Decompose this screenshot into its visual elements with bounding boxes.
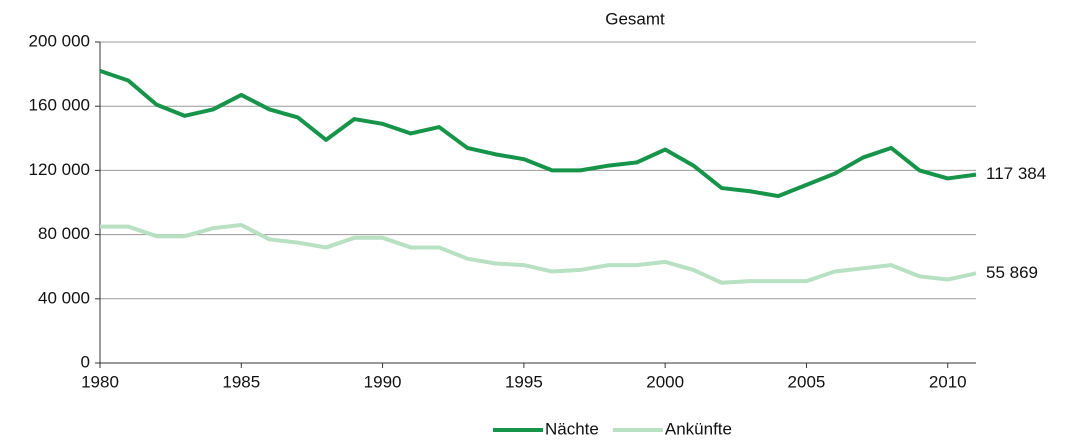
x-tick-label: 1985 — [222, 372, 260, 391]
y-tick-label: 0 — [81, 352, 90, 371]
x-tick-label: 1995 — [505, 372, 543, 391]
value-label: 55 869 — [986, 263, 1038, 282]
y-tick-label: 200 000 — [29, 31, 90, 50]
y-tick-label: 160 000 — [29, 96, 90, 115]
y-tick-label: 80 000 — [38, 224, 90, 243]
y-tick-label: 40 000 — [38, 288, 90, 307]
legend-label: Ankünfte — [665, 419, 732, 438]
y-tick-label: 120 000 — [29, 160, 90, 179]
series-line — [99, 68, 977, 199]
series-line — [100, 222, 977, 285]
chart-title: Gesamt — [605, 9, 665, 28]
x-tick-label: 2005 — [788, 372, 826, 391]
x-tick-label: 1980 — [81, 372, 119, 391]
legend-label: Nächte — [545, 419, 599, 438]
x-tick-label: 2000 — [646, 372, 684, 391]
x-tick-label: 1990 — [364, 372, 402, 391]
x-tick-label: 2010 — [929, 372, 967, 391]
value-label: 117 384 — [986, 164, 1046, 183]
